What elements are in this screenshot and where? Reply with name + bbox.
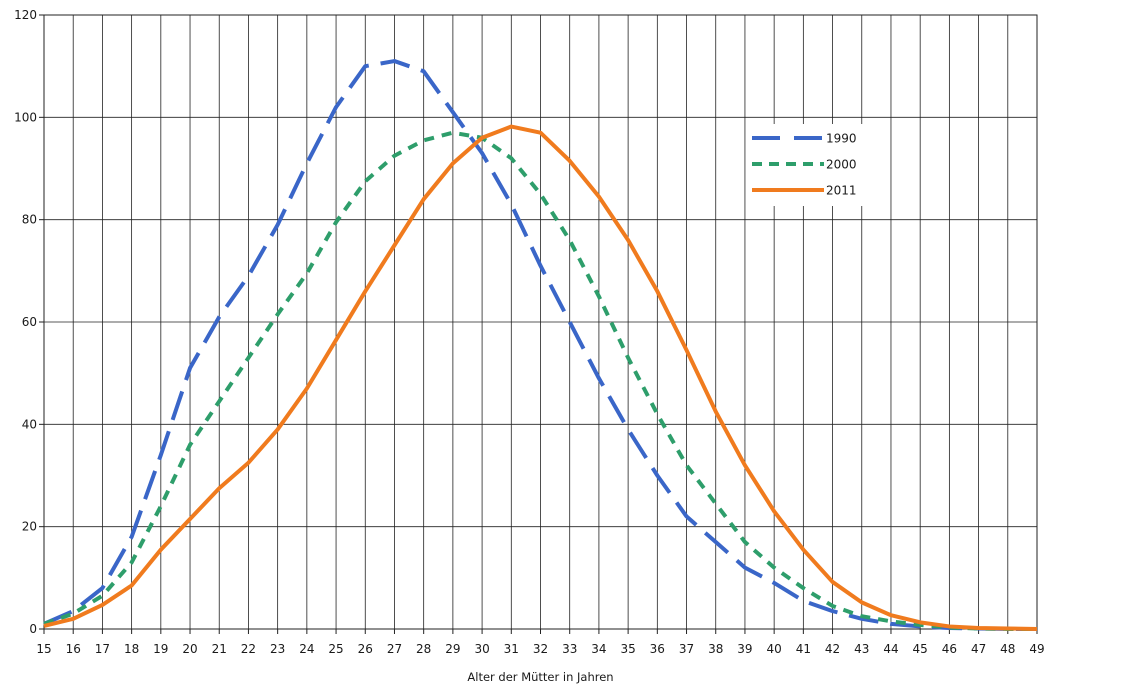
x-tick-label: 35 — [620, 642, 635, 656]
x-tick-label: 19 — [153, 642, 168, 656]
grid-lines — [43, 14, 1038, 630]
x-axis-tick-labels: 15 16 17 18 19 20 21 22 23 24 25 26 27 28 29 30 31 32 33 34… — [36, 642, 1044, 656]
y-tick-label: 120 — [14, 8, 37, 22]
x-tick-label: 28 — [416, 642, 431, 656]
x-tick-label: 23 — [270, 642, 285, 656]
x-tick-label: 47 — [971, 642, 986, 656]
x-tick-label: 18 — [124, 642, 139, 656]
x-tick-label: 20 — [182, 642, 197, 656]
x-tick-label: 16 — [66, 642, 81, 656]
x-tick-label: 25 — [328, 642, 343, 656]
x-tick-label: 37 — [679, 642, 694, 656]
y-tick-label: 100 — [14, 110, 37, 124]
x-tick-label: 42 — [825, 642, 840, 656]
x-axis-title: Alter der Mütter in Jahren — [467, 670, 613, 684]
series-line-2011 — [43, 124, 1038, 631]
x-tick-label: 33 — [562, 642, 577, 656]
y-tick-label: 0 — [29, 622, 37, 636]
legend-label-2000: 2000 — [826, 158, 857, 172]
x-tick-label: 22 — [241, 642, 256, 656]
data-series — [43, 59, 1038, 631]
legend-label-1990: 1990 — [826, 132, 857, 146]
x-tick-label: 39 — [737, 642, 752, 656]
x-tick-label: 30 — [474, 642, 489, 656]
y-tick-label: 60 — [22, 315, 37, 329]
x-tick-label: 49 — [1029, 642, 1044, 656]
x-tick-label: 21 — [212, 642, 227, 656]
x-tick-label: 24 — [299, 642, 314, 656]
x-tick-label: 26 — [358, 642, 373, 656]
y-tick-label: 40 — [22, 417, 37, 431]
x-tick-label: 29 — [445, 642, 460, 656]
x-tick-label: 46 — [942, 642, 957, 656]
x-tick-label: 36 — [650, 642, 665, 656]
plot-frame — [39, 14, 1038, 634]
x-tick-label: 44 — [883, 642, 898, 656]
y-tick-label: 80 — [22, 213, 37, 227]
x-tick-label: 40 — [767, 642, 782, 656]
x-tick-label: 48 — [1000, 642, 1015, 656]
x-tick-label: 15 — [36, 642, 51, 656]
series-line-2000 — [43, 130, 1037, 631]
x-tick-label: 27 — [387, 642, 402, 656]
series-line-1990 — [43, 59, 1037, 631]
x-tick-label: 41 — [796, 642, 811, 656]
y-axis-tick-labels: 0 20 40 60 80 100 120 — [14, 8, 37, 636]
legend-label-2011: 2011 — [826, 184, 857, 198]
x-tick-label: 34 — [591, 642, 606, 656]
x-tick-label: 43 — [854, 642, 869, 656]
x-tick-label: 17 — [95, 642, 110, 656]
x-tick-label: 31 — [504, 642, 519, 656]
legend: 1990 2000 2011 — [746, 124, 866, 206]
x-tick-label: 45 — [913, 642, 928, 656]
x-tick-label: 38 — [708, 642, 723, 656]
x-tick-label: 32 — [533, 642, 548, 656]
y-tick-label: 20 — [22, 520, 37, 534]
